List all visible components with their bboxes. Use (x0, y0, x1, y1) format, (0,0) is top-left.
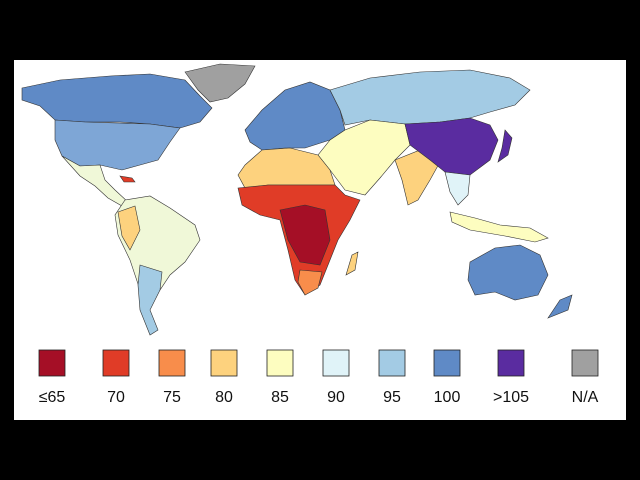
indonesia (449, 211, 549, 243)
legend-swatch (322, 349, 350, 377)
legend-swatch (266, 349, 294, 377)
legend-label: 95 (383, 389, 401, 406)
greenland (184, 63, 256, 103)
legend-label: 75 (163, 389, 181, 406)
japan (497, 129, 513, 163)
canada (21, 73, 213, 129)
legend-swatch (102, 349, 130, 377)
australia (467, 244, 549, 301)
world-map (21, 63, 573, 336)
central-africa (279, 204, 331, 266)
legend-label: 100 (434, 389, 461, 406)
southern-cone (137, 264, 163, 336)
caribbean (119, 175, 136, 183)
legend-swatch (158, 349, 186, 377)
madagascar (345, 251, 359, 276)
legend-swatch (38, 349, 66, 377)
legend-label: 70 (107, 389, 125, 406)
legend-swatch (433, 349, 461, 377)
legend-swatch (210, 349, 238, 377)
legend-label: ≤65 (39, 389, 66, 406)
south-africa (297, 269, 323, 296)
legend-swatch (497, 349, 525, 377)
china (404, 117, 499, 176)
legend-swatch (571, 349, 599, 377)
se-asia (444, 171, 471, 206)
legend-label: 90 (327, 389, 345, 406)
legend-label: >105 (493, 389, 529, 406)
russia (329, 69, 531, 126)
legend: ≤65 70 75 80 85 90 95 100 >105 N/A (38, 349, 599, 406)
legend-label: 80 (215, 389, 233, 406)
new-zealand (547, 294, 573, 319)
andes (117, 205, 141, 251)
legend-label: N/A (572, 389, 599, 406)
legend-label: 85 (271, 389, 289, 406)
legend-swatch (378, 349, 406, 377)
